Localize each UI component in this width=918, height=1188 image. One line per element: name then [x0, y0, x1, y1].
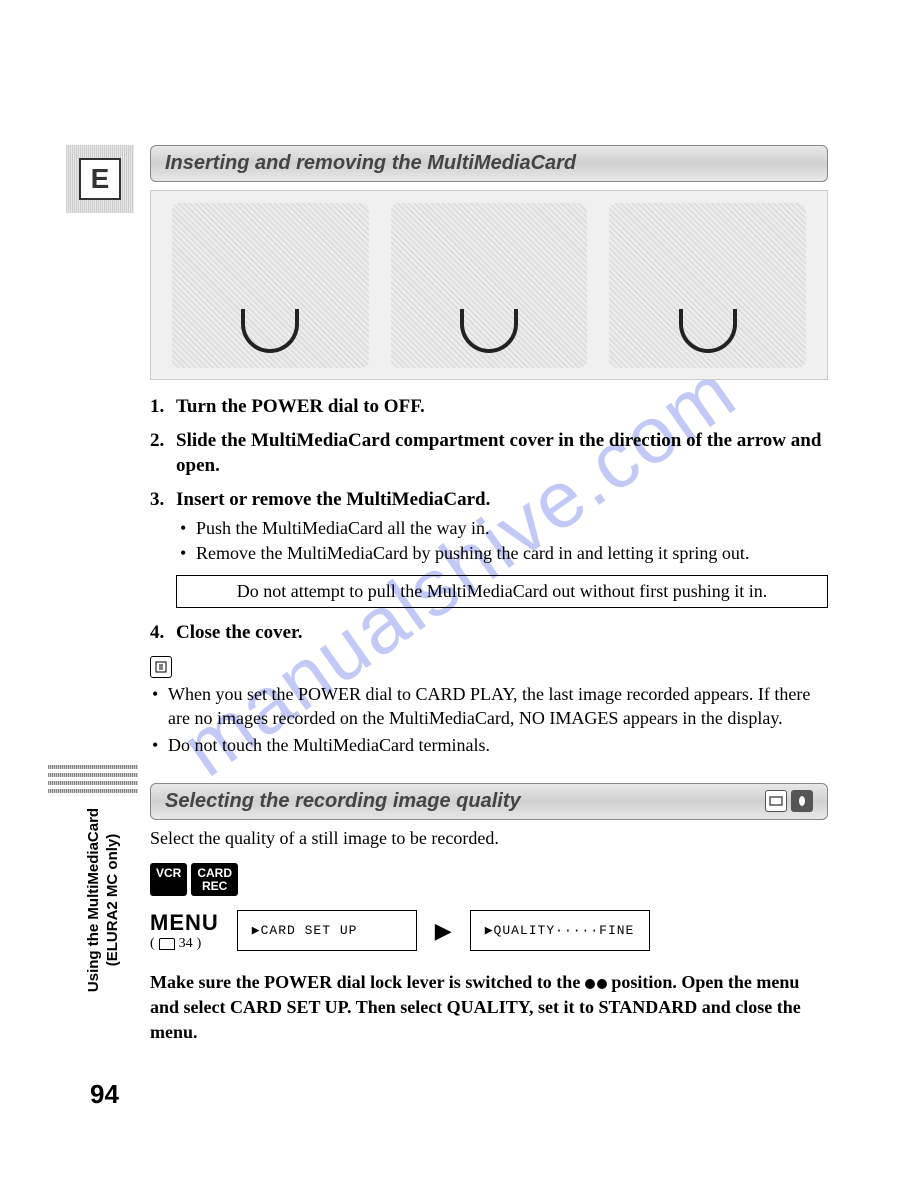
menu-heading: MENU	[150, 910, 219, 936]
info-notes-list: When you set the POWER dial to CARD PLAY…	[150, 682, 828, 757]
step-3-sub-1: Push the MultiMediaCard all the way in.	[176, 517, 828, 540]
step-3-text: Insert or remove the MultiMediaCard.	[176, 489, 490, 510]
mode-badges-row: VCR CARD REC	[150, 863, 828, 896]
menu-box-quality: ▶QUALITY·····FINE	[470, 910, 650, 951]
header-icon-group	[765, 790, 813, 812]
menu-page-ref: ( 34)	[150, 936, 201, 952]
menu-navigation-row: MENU ( 34) ▶CARD SET UP ▶ ▶QUALITY·····F…	[150, 910, 828, 952]
step-4: Close the cover.	[150, 620, 828, 646]
menu-arrow-icon: ▶	[435, 918, 452, 944]
remote-icon	[791, 790, 813, 812]
book-icon	[159, 938, 175, 950]
info-icon	[150, 656, 172, 678]
instruction-steps-cont: Close the cover.	[150, 620, 828, 646]
section-header-inserting: Inserting and removing the MultiMediaCar…	[150, 145, 828, 182]
menu-ref-page: 34	[179, 936, 193, 952]
section-header-quality: Selecting the recording image quality	[150, 783, 828, 820]
instruction-pre: Make sure the POWER dial lock lever is s…	[150, 972, 585, 992]
step-1: Turn the POWER dial to OFF.	[150, 394, 828, 420]
menu-box-cardsetup: ▶CARD SET UP	[237, 910, 417, 951]
step-3: Insert or remove the MultiMediaCard. Pus…	[150, 487, 828, 565]
page-number: 94	[90, 1079, 119, 1110]
card-rec-badge: CARD REC	[191, 863, 238, 896]
step-3-sublist: Push the MultiMediaCard all the way in. …	[176, 517, 828, 566]
info-note-1: When you set the POWER dial to CARD PLAY…	[150, 682, 828, 731]
illustration-container	[150, 190, 828, 380]
illustration-panel-2	[391, 203, 588, 368]
warning-note-box: Do not attempt to pull the MultiMediaCar…	[176, 575, 828, 608]
instruction-steps: Turn the POWER dial to OFF. Slide the Mu…	[150, 394, 828, 565]
section-title-1: Inserting and removing the MultiMediaCar…	[165, 152, 576, 174]
illustration-panel-1	[172, 203, 369, 368]
section2-intro: Select the quality of a still image to b…	[150, 828, 828, 849]
menu-label-block: MENU ( 34)	[150, 910, 219, 952]
illustration-panel-3	[609, 203, 806, 368]
step-3-sub-2: Remove the MultiMediaCard by pushing the…	[176, 542, 828, 565]
section-title-2: Selecting the recording image quality	[165, 790, 521, 813]
card-badge-top: CARD	[197, 867, 232, 879]
step-2: Slide the MultiMediaCard compartment cov…	[150, 428, 828, 479]
vcr-badge: VCR	[150, 863, 187, 896]
info-note-2: Do not touch the MultiMediaCard terminal…	[150, 733, 828, 757]
position-dots-icon	[585, 979, 607, 989]
display-icon	[765, 790, 787, 812]
card-badge-bottom: REC	[197, 880, 232, 892]
final-instruction: Make sure the POWER dial lock lever is s…	[150, 970, 828, 1046]
